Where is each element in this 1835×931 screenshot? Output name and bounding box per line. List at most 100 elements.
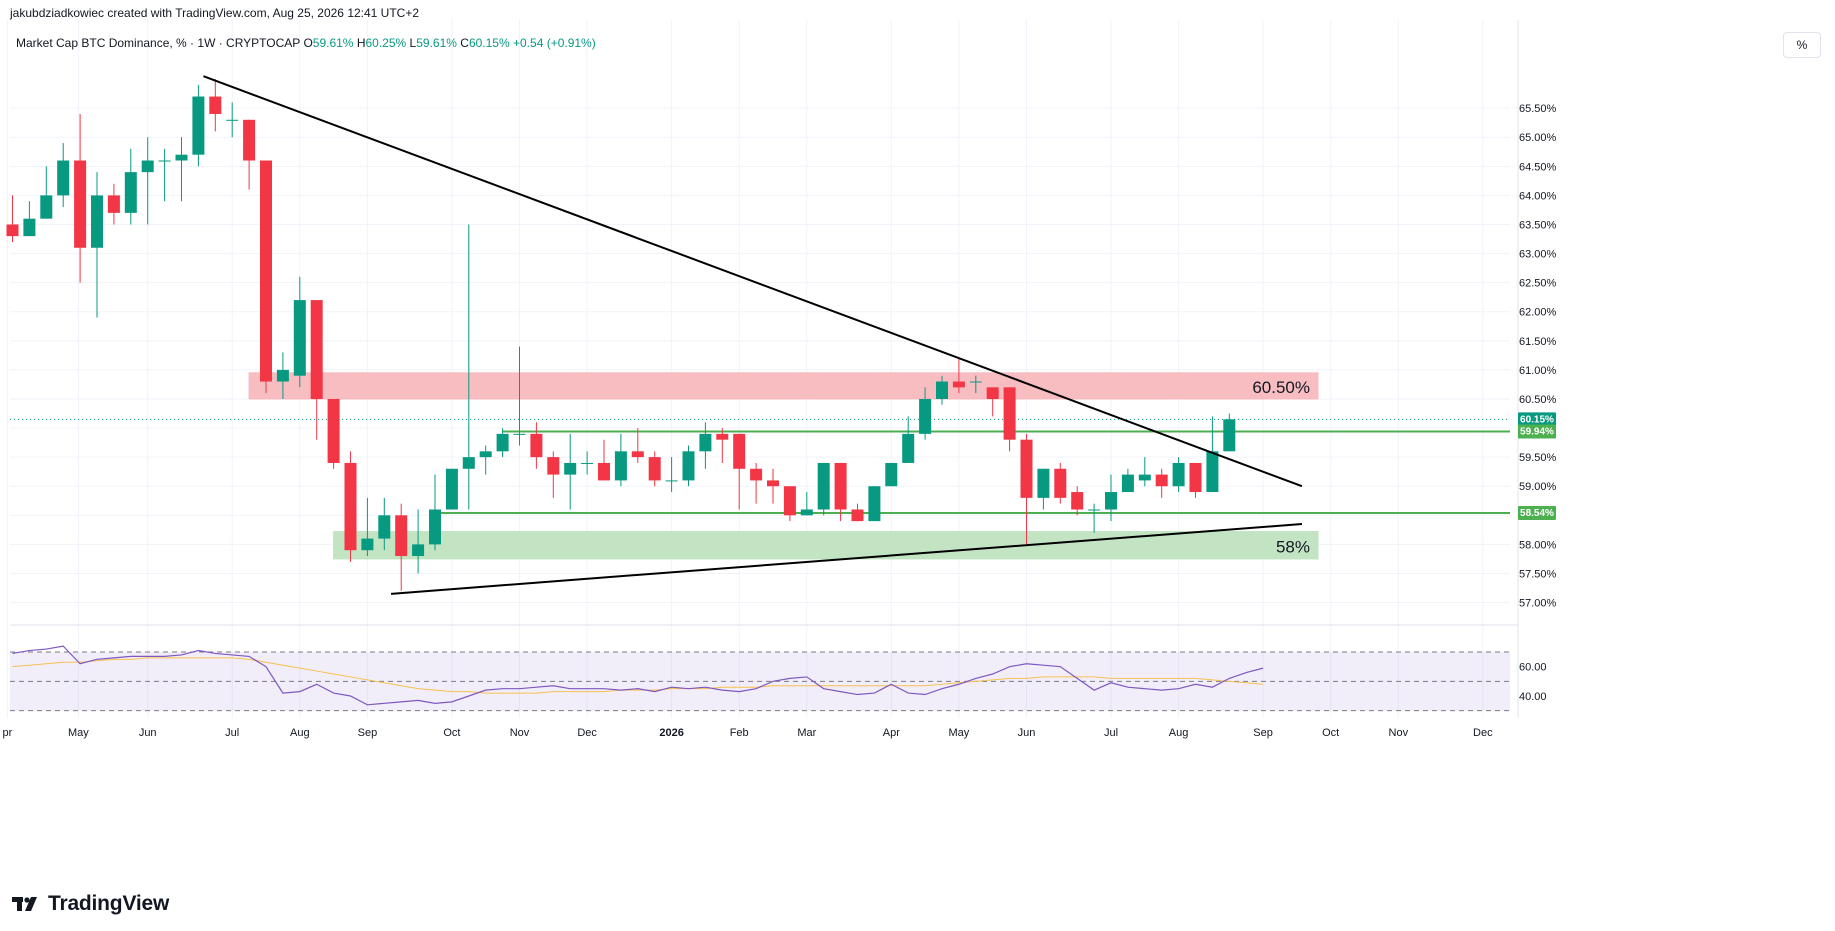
candle-body	[800, 509, 813, 516]
time-tick-label: May	[68, 727, 89, 739]
time-tick-label: Feb	[730, 727, 749, 739]
time-tick-label: May	[949, 727, 970, 739]
price-badge-label: 59.94%	[1520, 427, 1554, 438]
candle-body	[276, 369, 289, 382]
candle-body	[682, 451, 695, 481]
candle-body	[885, 462, 898, 487]
candle-body	[395, 515, 408, 557]
tradingview-logo-icon	[12, 897, 37, 911]
time-tick-label: Oct	[1322, 727, 1339, 739]
candle-body	[344, 462, 357, 551]
rsi-pane: 60.00 40.00	[10, 645, 1547, 712]
price-tick-label: 60.50%	[1519, 394, 1557, 406]
candle-body	[1223, 419, 1236, 452]
time-tick-label: Dec	[1473, 727, 1493, 739]
time-tick-label: 2026	[659, 727, 683, 739]
candle-body	[1071, 492, 1084, 510]
candle-body	[496, 433, 509, 452]
candle-body	[40, 195, 53, 219]
open-value: 59.61%	[312, 36, 354, 50]
close-label: C	[460, 36, 469, 50]
author-line: jakubdziadkowiec created with TradingVie…	[10, 6, 420, 20]
price-tick-label: 65.00%	[1519, 132, 1557, 144]
tradingview-logo: TradingView	[12, 892, 169, 916]
zone-label: 60.50%	[1252, 378, 1310, 397]
price-tick-label: 59.00%	[1519, 481, 1557, 493]
candle-body	[141, 160, 154, 173]
candle-body	[1138, 474, 1151, 481]
symbol-legend: Market Cap BTC Dominance, % · 1W · CRYPT…	[16, 36, 596, 50]
candle-body	[665, 480, 678, 482]
candle-body	[412, 544, 425, 557]
candle-body	[513, 433, 526, 435]
candle-body	[462, 457, 475, 469]
rsi-line	[12, 645, 1264, 706]
candle-body	[192, 96, 205, 155]
price-tick-label: 64.00%	[1519, 190, 1557, 202]
time-tick-label: Aug	[1169, 727, 1189, 739]
candle-body	[1088, 509, 1101, 511]
candle-body	[716, 433, 729, 440]
time-tick-label: Aug	[290, 727, 310, 739]
time-tick-label: Nov	[1389, 727, 1409, 739]
candle-body	[293, 300, 306, 376]
candle-body	[750, 468, 763, 481]
zone-label: 58%	[1276, 537, 1310, 556]
price-badges: 60.15%5d 14h59.94%58.54%	[1518, 412, 1556, 520]
candle-body	[614, 451, 627, 481]
time-tick-label: Mar	[797, 727, 816, 739]
price-tick-label: 65.50%	[1519, 103, 1557, 115]
candle-body	[310, 300, 323, 399]
candle-body	[547, 457, 560, 475]
low-value: 59.61%	[416, 36, 457, 50]
candle-body	[91, 195, 103, 248]
price-tick-label: 57.00%	[1519, 598, 1557, 610]
time-tick-label: Jun	[139, 727, 157, 739]
price-tick-label: 64.50%	[1519, 161, 1557, 173]
trendline	[390, 523, 1303, 595]
candle-body	[1206, 451, 1219, 493]
price-badge-label: 58.54%	[1520, 508, 1554, 519]
price-zones: 60.50% 58%	[248, 372, 1319, 560]
rsi-ma-line	[12, 657, 1264, 694]
candle-body	[243, 119, 256, 161]
candle-body	[479, 451, 492, 458]
candle-body	[361, 538, 374, 551]
horizontal-levels	[10, 418, 1510, 514]
trendlines	[203, 75, 1303, 595]
tradingview-logo-text: TradingView	[48, 892, 170, 915]
time-tick-label: Sep	[1253, 727, 1273, 739]
candle-body	[445, 468, 458, 510]
price-tick-label: 61.00%	[1519, 365, 1557, 377]
price-tick-label: 59.50%	[1519, 452, 1557, 464]
symbol-title[interactable]: Market Cap BTC Dominance, % · 1W · CRYPT…	[16, 36, 301, 50]
candle-body	[158, 160, 171, 162]
candle-body	[834, 462, 847, 510]
candle-body	[23, 218, 36, 237]
time-tick-label: Jul	[1104, 727, 1118, 739]
low-label: L	[409, 36, 417, 50]
candle-body	[783, 486, 796, 516]
candle-body	[902, 433, 915, 463]
high-value: 60.25%	[365, 36, 407, 50]
percent-scale-button[interactable]: %	[1783, 32, 1821, 58]
close-value: 60.15%	[468, 36, 510, 50]
candle-body	[936, 381, 948, 399]
change-value: +0.54 (+0.91%)	[513, 36, 596, 50]
candle-body	[1189, 462, 1202, 493]
candle-body	[327, 398, 340, 463]
price-tick-label: 61.50%	[1519, 336, 1557, 348]
candle-body	[952, 381, 965, 388]
candle-body	[74, 160, 87, 248]
candle-body	[209, 96, 222, 114]
time-tick-label: Apr	[883, 727, 900, 739]
zone-box	[248, 372, 1319, 400]
candle-body	[986, 387, 999, 399]
chart-grid	[6, 20, 1518, 718]
candle-body	[1155, 474, 1168, 487]
candle-body	[817, 462, 830, 510]
candle-body	[57, 160, 70, 196]
time-tick-label: pr	[3, 727, 13, 739]
time-tick-label: Nov	[510, 727, 530, 739]
